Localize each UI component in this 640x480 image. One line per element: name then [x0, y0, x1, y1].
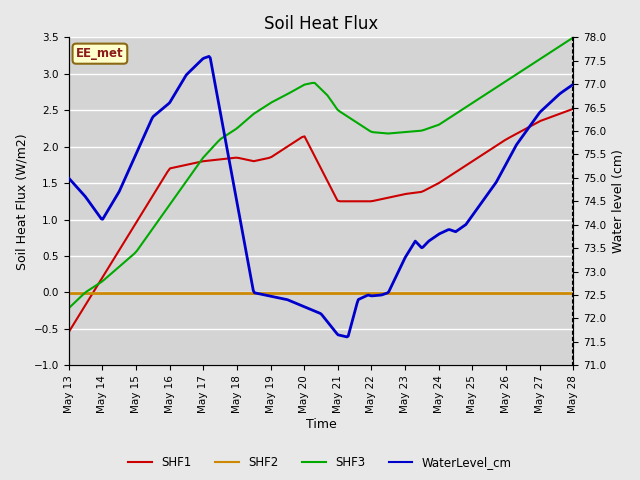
Legend: SHF1, SHF2, SHF3, WaterLevel_cm: SHF1, SHF2, SHF3, WaterLevel_cm [124, 452, 516, 474]
Text: EE_met: EE_met [76, 47, 124, 60]
Y-axis label: Water level (cm): Water level (cm) [612, 149, 625, 253]
Title: Soil Heat Flux: Soil Heat Flux [264, 15, 378, 33]
Y-axis label: Soil Heat Flux (W/m2): Soil Heat Flux (W/m2) [15, 133, 28, 270]
X-axis label: Time: Time [306, 419, 337, 432]
